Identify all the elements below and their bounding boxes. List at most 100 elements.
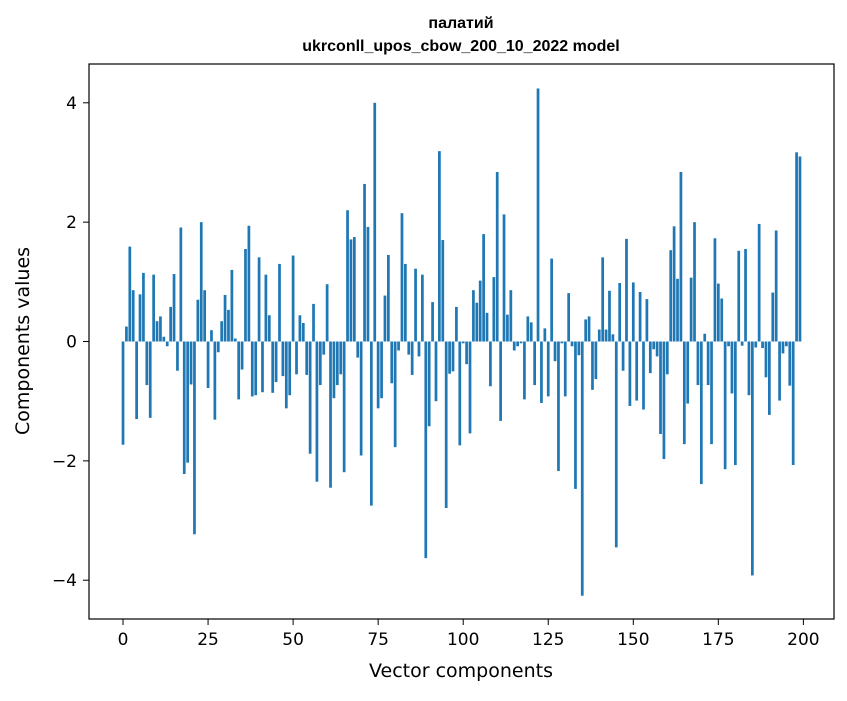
bar-72 — [366, 226, 370, 342]
bar-70 — [359, 341, 363, 456]
bar-156 — [652, 341, 656, 350]
bar-22 — [196, 299, 200, 342]
bar-167 — [689, 277, 693, 342]
x-tick-label: 100 — [447, 630, 479, 650]
bar-46 — [278, 263, 281, 342]
bar-179 — [730, 341, 734, 394]
bar-175 — [716, 283, 720, 342]
bar-117 — [519, 341, 523, 344]
bar-144 — [611, 334, 615, 342]
bar-105 — [478, 280, 482, 342]
x-tick-label: 125 — [532, 630, 564, 650]
bar-81 — [397, 341, 400, 351]
bar-79 — [390, 341, 394, 384]
bar-17 — [179, 227, 183, 342]
x-tick-label: 25 — [197, 630, 219, 650]
y-tick-label: 0 — [66, 333, 77, 353]
bar-49 — [288, 341, 292, 396]
bar-174 — [713, 238, 717, 342]
bar-7 — [145, 341, 149, 386]
bar-84 — [407, 341, 411, 355]
bar-28 — [216, 341, 220, 353]
bar-140 — [597, 329, 601, 342]
bar-55 — [308, 341, 312, 454]
bar-57 — [315, 341, 319, 482]
bar-119 — [526, 316, 530, 342]
bar-110 — [495, 172, 499, 342]
bar-195 — [785, 341, 788, 347]
bar-90 — [427, 341, 431, 427]
bar-52 — [298, 315, 302, 342]
bar-98 — [455, 306, 458, 342]
bar-94 — [441, 240, 445, 342]
bar-13 — [165, 341, 169, 347]
bar-146 — [618, 283, 622, 342]
bar-182 — [740, 341, 744, 346]
bar-115 — [512, 341, 516, 351]
bar-83 — [404, 263, 407, 342]
bar-60 — [325, 284, 329, 342]
bar-36 — [244, 249, 247, 342]
bar-29 — [220, 321, 224, 342]
y-tick-label: −2 — [52, 452, 77, 472]
bar-103 — [472, 290, 475, 342]
chart-title-line-1: палатий — [428, 15, 493, 32]
bar-16 — [176, 341, 179, 371]
bar-124 — [543, 328, 547, 342]
bar-134 — [577, 341, 581, 356]
bar-38 — [250, 341, 254, 397]
y-axis-label: Components values — [12, 247, 34, 435]
bar-199 — [798, 156, 802, 342]
bar-123 — [540, 341, 543, 403]
bar-150 — [631, 282, 635, 342]
bar-80 — [393, 341, 397, 448]
x-axis-label: Vector components — [369, 660, 553, 682]
bar-155 — [648, 341, 652, 374]
bar-0 — [121, 341, 125, 445]
bar-88 — [421, 274, 424, 342]
x-tick-label: 150 — [617, 630, 649, 650]
bar-47 — [281, 341, 285, 377]
bar-93 — [438, 151, 441, 342]
bar-14 — [169, 306, 172, 342]
bar-138 — [591, 341, 594, 390]
bar-171 — [703, 333, 707, 342]
bar-8 — [148, 341, 152, 418]
bar-10 — [155, 321, 159, 342]
bar-107 — [485, 312, 489, 342]
bar-148 — [625, 238, 628, 342]
bar-153 — [642, 341, 645, 410]
bar-139 — [594, 341, 598, 380]
bar-99 — [458, 341, 462, 446]
bar-113 — [506, 314, 509, 342]
bar-85 — [410, 341, 414, 375]
bar-6 — [142, 272, 145, 342]
bar-129 — [560, 341, 564, 344]
bar-152 — [638, 291, 642, 342]
bar-19 — [186, 341, 190, 463]
bar-3 — [131, 290, 135, 342]
bar-111 — [499, 341, 502, 421]
bar-133 — [574, 341, 577, 489]
bar-53 — [301, 323, 305, 342]
bar-82 — [400, 213, 404, 342]
bar-24 — [203, 290, 207, 342]
y-tick-label: 2 — [66, 213, 77, 233]
bar-160 — [665, 341, 669, 375]
bar-125 — [546, 341, 550, 397]
bar-197 — [791, 341, 795, 466]
bar-23 — [199, 222, 203, 342]
bar-42 — [264, 274, 268, 342]
bar-87 — [417, 341, 421, 357]
bar-48 — [284, 341, 288, 409]
bar-165 — [682, 341, 686, 445]
y-tick-label: −4 — [52, 571, 77, 591]
bar-169 — [696, 341, 700, 386]
bar-26 — [210, 330, 213, 342]
bar-181 — [737, 250, 741, 342]
bar-40 — [257, 257, 261, 342]
bar-100 — [461, 341, 465, 344]
bar-45 — [274, 341, 278, 383]
bar-18 — [182, 341, 186, 474]
